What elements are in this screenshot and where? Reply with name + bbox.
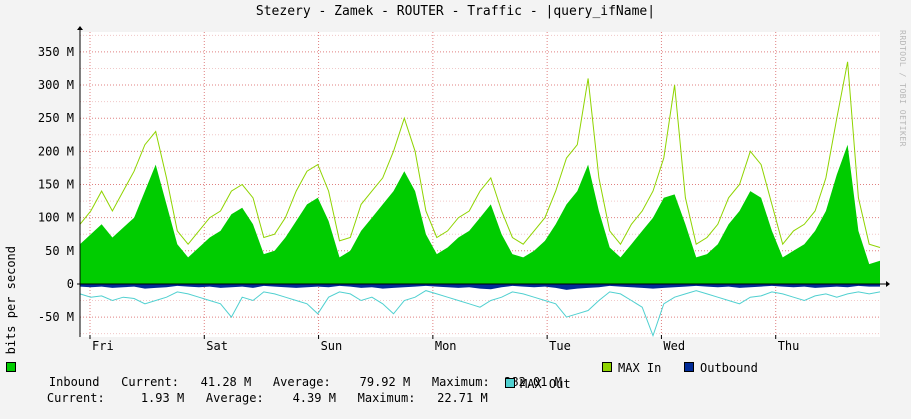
y-tick-label: -50 M [38,310,74,324]
outbound-average: 4.39 M [292,391,336,405]
inbound-current-label: Current: [121,375,179,389]
x-tick-label: Thu [778,339,800,353]
inbound-label: Inbound [48,375,100,389]
outbound-maximum: 22.71 M [437,391,488,405]
inbound-average: 79.92 M [359,375,411,389]
inbound-average-label: Average: [272,375,331,389]
outbound-average-label: Average: [205,391,264,405]
chart-title: Stezery - Zamek - ROUTER - Traffic - |qu… [255,4,656,19]
outbound-area [80,283,880,290]
outbound-current-label: Current: [46,391,105,405]
x-tick-label: Mon [435,339,457,353]
max-out-line [79,290,881,338]
x-tick-label: Wed [663,339,685,353]
max-out-swatch [505,378,515,388]
x-tick-label: Sun [321,339,343,353]
x-tick-label: Tue [549,339,571,353]
x-tick-label: Sat [206,339,228,353]
y-tick-label: 100 M [38,211,74,225]
y-tick-label: 200 M [38,144,74,158]
y-axis-label: bits per second [4,246,18,355]
outbound-current: 1.93 M [140,391,185,405]
legend-outbound: Outbound [700,361,758,375]
legend-max-in: MAX In [618,361,662,375]
rrd-graph: 350 M 300 M 250 M 200 M 150 M 100 M 50 M 0 -50 M… [4,4,907,405]
inbound-swatch [6,362,16,372]
y-tick-label: 150 M [38,178,74,192]
inbound-current: 41.28 M [200,375,252,389]
y-axis-arrow [77,26,83,30]
inbound-area [80,144,880,284]
rrdtool-watermark: RRDTOOL / TOBI OETIKER [898,30,907,147]
y-tick-label: 50 M [45,244,74,258]
x-tick-label: Fri [92,339,114,353]
y-tick-label: 250 M [38,111,74,125]
legend-outbound-stats: Current: 1.93 M Average: 4.39 M Maximum:… [18,377,488,419]
inbound-maximum-label: Maximum: [431,375,490,389]
y-tick-label: 350 M [38,45,74,59]
outbound-swatch [684,362,694,372]
legend-max-out: MAX Out [520,377,571,391]
y-tick-label: 300 M [38,78,74,92]
x-axis-arrow [886,280,890,287]
legend-inbound: Inbound Current: 41.28 M Average: 79.92 … [20,361,562,403]
y-tick-label: 0 [67,277,74,291]
max-in-line [79,61,881,248]
traffic-chart: 350 M 300 M 250 M 200 M 150 M 100 M 50 M 0 -50 M… [38,26,890,353]
outbound-maximum-label: Maximum: [357,391,416,405]
max-in-swatch [602,362,612,372]
